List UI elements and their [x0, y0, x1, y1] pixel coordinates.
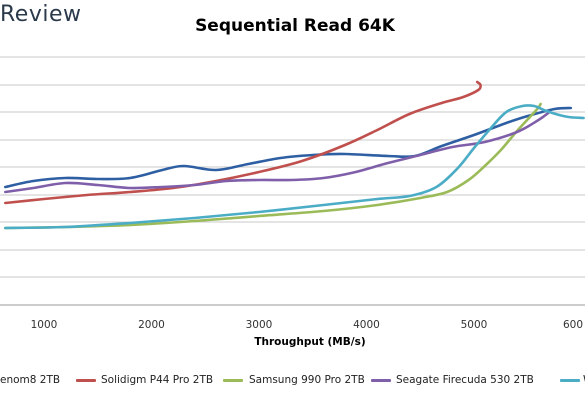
series-line-2 [4, 80, 482, 205]
x-tick-label: 5000 [461, 319, 488, 331]
chart-legend: enom8 2TB Solidigm P44 Pro 2TB Samsung 9… [0, 373, 585, 389]
series-line-4 [4, 111, 550, 194]
legend-swatch-series-3 [223, 379, 243, 382]
legend-item-series-2: Solidigm P44 Pro 2TB [101, 373, 213, 387]
x-tick-label: 3000 [246, 319, 273, 331]
series-line-5 [4, 104, 585, 230]
x-tick-label: 2000 [138, 319, 165, 331]
legend-item-series-4: Seagate Firecuda 530 2TB [396, 373, 534, 387]
series-line-1 [4, 106, 573, 189]
legend-label: enom8 2TB [0, 374, 61, 386]
x-tick-label: 4000 [353, 319, 380, 331]
brand-logo-text: Review [0, 2, 82, 27]
chart-title: Sequential Read 64K [195, 16, 395, 36]
legend-swatch-series-4 [371, 379, 391, 382]
series-line-3 [4, 102, 542, 230]
legend-label: Solidigm P44 Pro 2TB [101, 374, 214, 386]
x-tick-label: 1000 [31, 319, 58, 331]
x-tick-labels: 1000 2000 3000 4000 5000 600 [31, 319, 583, 331]
legend-swatch-series-2 [76, 379, 96, 382]
legend-label: Samsung 990 Pro 2TB [249, 374, 365, 386]
legend-swatch-series-5 [560, 379, 580, 382]
x-axis-label: Throughput (MB/s) [254, 336, 366, 348]
series-lines [4, 80, 585, 230]
legend-label: W [583, 374, 585, 386]
legend-label: Seagate Firecuda 530 2TB [396, 374, 534, 386]
legend-item-series-5: W [583, 373, 585, 387]
x-tick-label: 600 [563, 319, 583, 331]
legend-item-series-1: enom8 2TB [0, 373, 60, 387]
legend-item-series-3: Samsung 990 Pro 2TB [249, 373, 365, 387]
